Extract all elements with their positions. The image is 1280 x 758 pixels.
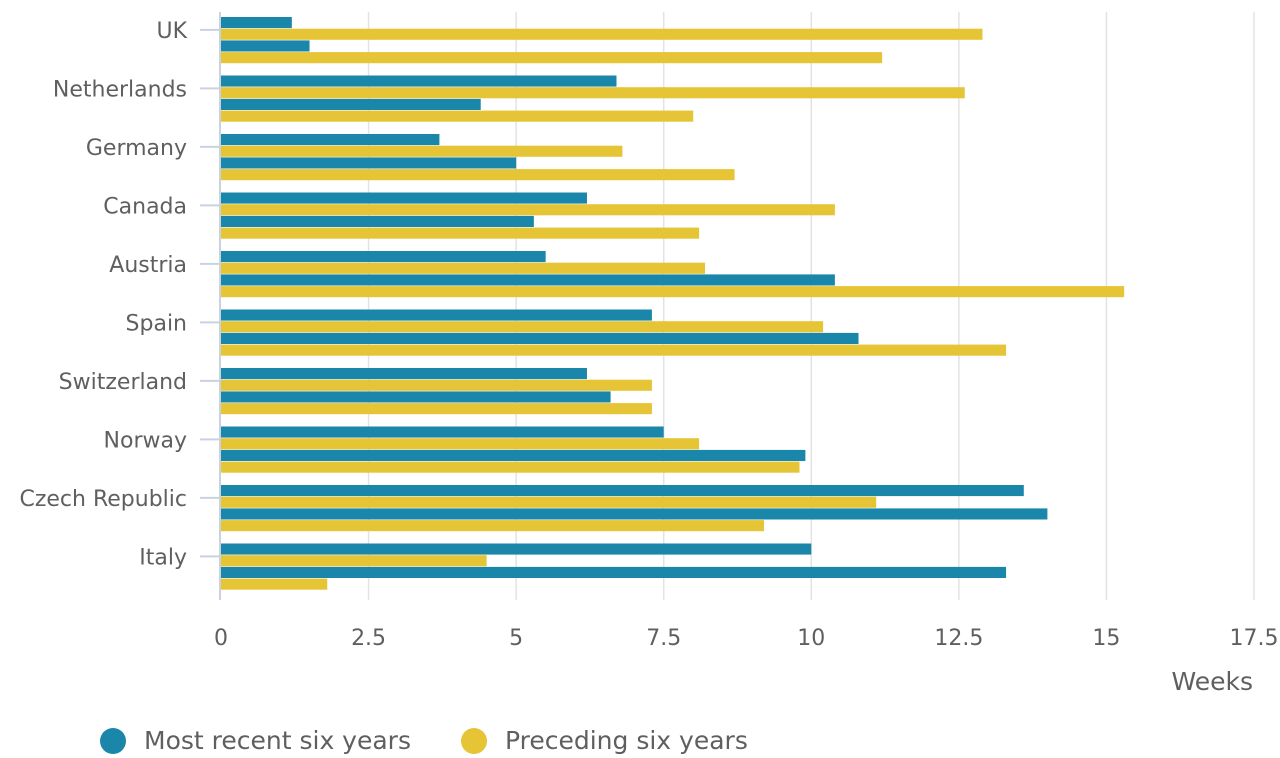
- bar-recent: [221, 17, 292, 29]
- bar-chart: UK Netherlands Germany Canada Austria Spain Sw…: [19, 12, 1278, 696]
- x-tick-label: 10: [797, 626, 825, 651]
- y-tick-label: Norway: [104, 428, 187, 453]
- bar-recent: [221, 566, 1007, 578]
- bar-recent: [221, 485, 1024, 497]
- bar-recent: [221, 543, 812, 555]
- y-tick-label: Canada: [103, 194, 187, 219]
- bar-recent: [221, 332, 859, 344]
- bar-preceding: [221, 496, 877, 508]
- y-tick-label: Germany: [86, 136, 187, 161]
- x-tick-label: 2.5: [351, 626, 386, 651]
- bar-preceding: [221, 555, 487, 567]
- legend-swatch-recent: [100, 727, 126, 754]
- bar-recent: [221, 75, 617, 87]
- x-tick-label: 7.5: [646, 626, 681, 651]
- legend-item-preceding: Preceding six years: [460, 726, 748, 755]
- y-tick-label: UK: [156, 19, 187, 44]
- x-axis-title: Weeks: [1171, 667, 1253, 696]
- legend-item-recent: Most recent six years: [100, 726, 411, 755]
- grid-lines: [367, 12, 1255, 600]
- bar-preceding: [221, 145, 623, 157]
- x-axis: 0 2.5 5 7.5 10 12.5 15 17.5: [214, 626, 1278, 651]
- y-tick-label: Italy: [139, 545, 187, 570]
- bar-preceding: [221, 344, 1007, 356]
- bar-preceding: [221, 169, 735, 181]
- x-tick-label: 0: [214, 626, 228, 651]
- bar-preceding: [221, 204, 835, 216]
- bar-recent: [221, 426, 664, 438]
- x-tick-label: 12.5: [934, 626, 983, 651]
- bar-preceding: [221, 578, 328, 590]
- bar-preceding: [221, 110, 694, 122]
- y-tick-label: Czech Republic: [19, 487, 187, 512]
- x-tick-label: 15: [1092, 626, 1120, 651]
- bar-recent: [221, 215, 534, 227]
- legend-label-preceding: Preceding six years: [504, 726, 748, 755]
- bar-preceding: [221, 286, 1125, 298]
- bars: [221, 17, 1125, 590]
- legend-label-recent: Most recent six years: [144, 726, 411, 755]
- bar-preceding: [221, 262, 706, 274]
- bar-preceding: [221, 438, 700, 450]
- bar-recent: [221, 449, 806, 461]
- bar-preceding: [221, 227, 700, 239]
- x-tick-label: 5: [509, 626, 523, 651]
- bar-recent: [221, 157, 517, 169]
- bar-recent: [221, 251, 546, 263]
- bar-preceding: [221, 321, 824, 333]
- y-tick-label: Austria: [109, 253, 187, 278]
- bar-recent: [221, 40, 310, 52]
- y-tick-label: Spain: [126, 311, 187, 336]
- legend: Most recent six years Preceding six year…: [100, 726, 748, 755]
- y-tick-label: Netherlands: [53, 77, 187, 102]
- bar-preceding: [221, 520, 765, 532]
- bar-preceding: [221, 52, 883, 64]
- bar-preceding: [221, 461, 800, 473]
- bar-recent: [221, 309, 652, 321]
- bar-recent: [221, 508, 1048, 520]
- bar-recent: [221, 192, 587, 204]
- bar-recent: [221, 98, 481, 110]
- bar-preceding: [221, 403, 652, 415]
- y-axis: UK Netherlands Germany Canada Austria Spain Sw…: [19, 12, 221, 600]
- bar-preceding: [221, 379, 652, 391]
- legend-swatch-preceding: [460, 727, 487, 754]
- x-tick-label: 17.5: [1230, 626, 1279, 651]
- bar-preceding: [221, 87, 965, 99]
- bar-recent: [221, 134, 440, 146]
- bar-recent: [221, 368, 587, 380]
- y-tick-label: Switzerland: [59, 370, 187, 395]
- bar-recent: [221, 391, 611, 403]
- bar-recent: [221, 274, 835, 286]
- bar-preceding: [221, 28, 983, 40]
